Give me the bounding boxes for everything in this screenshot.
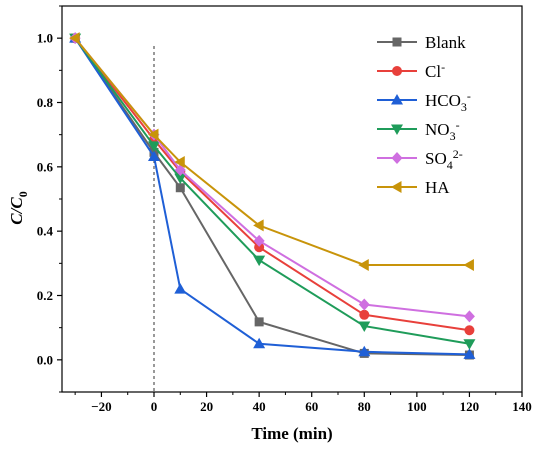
data-point-ha xyxy=(69,32,80,45)
x-tick-label: 60 xyxy=(305,399,318,414)
x-tick-label: 0 xyxy=(151,399,158,414)
data-point-blank xyxy=(254,317,264,327)
series-line-cl xyxy=(74,37,470,332)
data-point-so42 xyxy=(253,234,265,247)
data-point-cl xyxy=(359,309,370,320)
legend-item-so42: SO42- xyxy=(377,147,463,172)
data-point-ha xyxy=(148,128,159,141)
y-axis-title: C/C0 xyxy=(7,191,30,224)
legend-label: HCO3- xyxy=(425,89,471,114)
axes: −20 0 20 40 60 80 100 120 140 0.0 0.2 0.4 0.6 0.8 1.0 xyxy=(37,5,532,414)
legend-marker xyxy=(392,66,402,76)
legend: Blank Cl- HCO3- NO3- SO42- HA xyxy=(377,33,471,197)
y-tick-label: 0.2 xyxy=(37,288,53,303)
series-cl xyxy=(70,33,475,336)
legend-item-ha: HA xyxy=(377,178,450,197)
series-so42 xyxy=(69,32,475,323)
data-point-hco3 xyxy=(463,348,476,359)
legend-label: NO3- xyxy=(425,118,460,143)
x-axis-title: Time (min) xyxy=(251,424,332,443)
series-hco3 xyxy=(69,32,476,359)
y-tick-label: 1.0 xyxy=(37,31,53,46)
series-line-no3 xyxy=(74,37,470,345)
legend-label: HA xyxy=(425,178,450,197)
data-point-so42 xyxy=(174,164,186,177)
data-point-hco3 xyxy=(148,150,160,162)
data-point-so42 xyxy=(463,310,475,323)
y-axis-title-sub: 0 xyxy=(16,191,30,197)
legend-item-blank: Blank xyxy=(377,33,466,52)
legend-marker xyxy=(391,181,402,193)
y-tick-label: 0.4 xyxy=(37,224,54,239)
legend-item-hco3: HCO3- xyxy=(377,89,471,114)
data-point-no3 xyxy=(358,321,371,333)
legend-marker xyxy=(391,94,403,105)
x-tick-label: 80 xyxy=(358,399,371,414)
series-line-blank xyxy=(74,37,470,357)
svg-text:C/C0: C/C0 xyxy=(7,191,30,224)
series-line-so42 xyxy=(74,37,470,318)
data-point-ha xyxy=(253,219,264,232)
y-tick-label: 0.6 xyxy=(37,159,54,174)
data-point-ha xyxy=(358,258,369,271)
data-point-hco3 xyxy=(358,345,371,357)
x-tick-label: 20 xyxy=(200,399,213,414)
y-tick-label: 0.8 xyxy=(37,95,54,110)
legend-item-no3: NO3- xyxy=(377,118,460,143)
series-no3 xyxy=(69,33,476,350)
x-tick-label: 140 xyxy=(512,399,532,414)
series-line-ha xyxy=(74,37,470,266)
data-point-no3 xyxy=(463,339,476,350)
legend-marker xyxy=(391,152,403,164)
legend-label: Blank xyxy=(425,33,466,52)
series-line-hco3 xyxy=(74,37,470,356)
series-ha xyxy=(69,32,474,271)
data-point-ha xyxy=(174,156,185,169)
data-point-blank xyxy=(175,183,185,193)
data-point-no3 xyxy=(174,173,187,185)
data-point-cl xyxy=(464,325,475,336)
data-point-ha xyxy=(463,258,474,271)
data-point-no3 xyxy=(253,255,266,267)
x-tick-label: 40 xyxy=(253,399,266,414)
data-point-hco3 xyxy=(253,337,266,349)
legend-item-cl: Cl- xyxy=(377,60,445,81)
data-point-cl xyxy=(254,242,265,253)
legend-label: SO42- xyxy=(425,147,463,172)
data-point-so42 xyxy=(358,298,370,311)
y-tick-label: 0.0 xyxy=(37,352,53,367)
y-axis-title-main: C/C xyxy=(7,197,26,225)
data-point-no3 xyxy=(148,141,160,152)
legend-marker xyxy=(391,124,403,135)
x-tick-label: 120 xyxy=(460,399,480,414)
x-tick-label: −20 xyxy=(91,399,111,414)
legend-label: Cl- xyxy=(425,60,445,81)
plot-frame xyxy=(61,5,523,393)
series-layer xyxy=(69,32,476,360)
data-point-hco3 xyxy=(174,283,187,294)
legend-marker xyxy=(392,37,402,47)
x-tick-label: 100 xyxy=(407,399,427,414)
